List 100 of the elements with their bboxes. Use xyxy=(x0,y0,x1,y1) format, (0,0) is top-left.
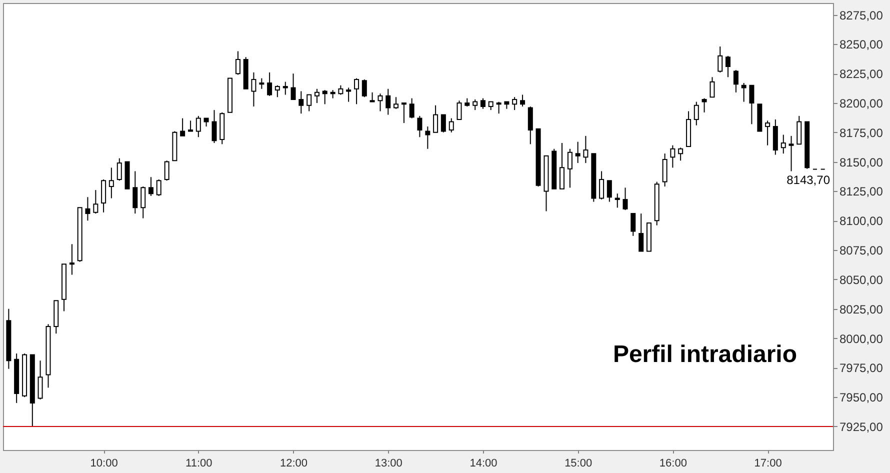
y-tick-label: 7975,00 xyxy=(840,361,884,376)
candlestick xyxy=(622,187,628,211)
x-tick-label: 17:00 xyxy=(754,458,782,470)
candlestick xyxy=(425,126,430,150)
candlestick xyxy=(188,120,194,132)
candlestick xyxy=(749,84,754,125)
candlestick xyxy=(409,98,414,119)
candlestick xyxy=(614,193,620,208)
candlestick xyxy=(788,135,794,172)
candlestick xyxy=(212,110,217,144)
candlestick xyxy=(290,73,296,100)
candlestick xyxy=(456,100,462,120)
candlestick xyxy=(638,213,644,252)
candlestick xyxy=(148,176,154,196)
candlestick xyxy=(599,170,604,200)
candlestick xyxy=(69,244,74,276)
candlestick xyxy=(496,101,502,114)
candlestick xyxy=(733,70,738,93)
y-tick-label: 8275,00 xyxy=(840,8,884,22)
y-tick-label: 8000,00 xyxy=(840,332,884,346)
candlestick xyxy=(378,93,383,112)
candlestick xyxy=(480,98,486,110)
candlestick xyxy=(417,115,422,138)
candlestick xyxy=(259,78,264,90)
candlestick xyxy=(796,115,802,145)
x-tick-label: 13:00 xyxy=(374,458,402,470)
candlestick xyxy=(251,72,256,108)
candlestick xyxy=(512,96,518,111)
candlestick xyxy=(314,88,320,104)
candlestick xyxy=(322,90,328,105)
y-tick-label: 8075,00 xyxy=(840,244,884,258)
candlestick xyxy=(108,167,114,199)
candlestick xyxy=(448,118,454,133)
candlestick xyxy=(101,178,106,213)
candlestick xyxy=(725,55,730,78)
candlestick xyxy=(370,92,375,102)
y-tick-label: 8050,00 xyxy=(840,272,884,287)
x-tick-label: 12:00 xyxy=(280,458,308,470)
y-tick-label: 8150,00 xyxy=(840,155,884,170)
candlestick xyxy=(520,94,526,108)
candlestick xyxy=(559,142,564,190)
candlestick xyxy=(282,81,288,96)
x-tick-label: 11:00 xyxy=(186,458,212,470)
candlestick xyxy=(772,118,778,156)
candlestick xyxy=(338,84,344,96)
y-tick-label: 8125,00 xyxy=(840,184,884,199)
candlestick xyxy=(780,134,786,154)
candlestick xyxy=(718,46,723,73)
candlestick xyxy=(670,144,676,168)
candlestick xyxy=(433,104,438,133)
candlestick xyxy=(472,98,478,111)
y-tick-label: 8100,00 xyxy=(840,214,884,228)
candlestick xyxy=(140,186,146,219)
candlestick xyxy=(85,196,90,222)
candlestick xyxy=(196,115,201,138)
candlestick xyxy=(765,120,770,146)
y-tick-label: 8200,00 xyxy=(840,96,884,110)
y-tick-label: 8175,00 xyxy=(840,126,884,140)
x-tick-label: 14:00 xyxy=(470,458,498,470)
y-tick-label: 7925,00 xyxy=(840,420,884,434)
candlestick xyxy=(710,76,715,98)
candlestick xyxy=(298,90,304,114)
candlestick xyxy=(583,135,588,164)
text: Perfil intradiario xyxy=(612,341,797,368)
candlestick xyxy=(694,101,699,126)
candlestick xyxy=(93,190,98,214)
y-tick-label: 7950,00 xyxy=(840,390,884,405)
candlestick xyxy=(386,88,391,116)
candlestick xyxy=(354,78,360,105)
candlestick xyxy=(116,158,122,182)
candlestick xyxy=(630,213,636,236)
candlestick xyxy=(528,106,533,145)
candlestick xyxy=(662,153,668,188)
candlestick xyxy=(306,94,312,112)
annotation: 8143,70 xyxy=(786,173,830,188)
candlestick xyxy=(267,72,272,96)
candlestick xyxy=(235,50,240,76)
candlestick xyxy=(393,96,398,110)
y-tick-label: 8025,00 xyxy=(840,302,884,316)
y-tick-label: 8225,00 xyxy=(840,67,884,82)
candlestick xyxy=(346,87,352,102)
candlestick xyxy=(575,141,580,164)
candlestick xyxy=(180,118,186,136)
candlestick xyxy=(567,148,572,188)
candlestick xyxy=(741,82,746,102)
candlestick xyxy=(678,147,684,162)
candlestick xyxy=(132,170,138,214)
candlestick xyxy=(164,160,170,182)
x-tick-label: 15:00 xyxy=(564,458,592,470)
x-tick-label: 16:00 xyxy=(659,458,687,470)
candlestick xyxy=(401,102,406,124)
candlestick xyxy=(440,114,446,133)
candlestick xyxy=(38,360,43,400)
candlestick xyxy=(274,84,280,98)
candlestick xyxy=(606,180,612,202)
candlestick xyxy=(702,98,707,113)
candlestick xyxy=(362,78,367,98)
y-tick-label: 8250,00 xyxy=(840,38,884,52)
candlestick xyxy=(156,178,162,196)
x-tick-label: 10:00 xyxy=(90,458,118,470)
